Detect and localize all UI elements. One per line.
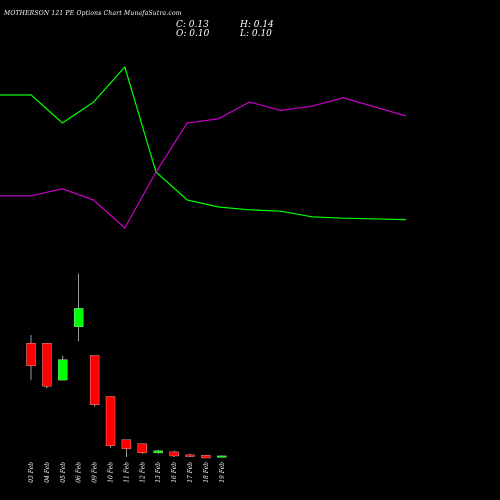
x-tick-label: 11 Feb xyxy=(123,462,130,483)
x-tick-label: 12 Feb xyxy=(139,462,146,483)
candle-body xyxy=(26,343,36,366)
candle-body xyxy=(89,355,100,405)
candle-body xyxy=(201,455,211,459)
high-value: H: 0.14 xyxy=(240,20,274,30)
x-tick-label: 05 Feb xyxy=(60,462,67,483)
x-tick-label: 18 Feb xyxy=(203,462,210,483)
x-tick-label: 03 Feb xyxy=(28,462,35,483)
low-value: L: 0.10 xyxy=(240,29,272,39)
x-tick-label: 17 Feb xyxy=(187,462,194,483)
candle-body xyxy=(137,443,147,453)
x-tick-label: 19 Feb xyxy=(219,462,226,483)
candle-body xyxy=(185,454,195,457)
x-axis-labels: 03 Feb 04 Feb 05 Feb 06 Feb 09 Feb 10 Feb 11 F… xyxy=(28,462,226,483)
candle-body xyxy=(42,343,52,387)
chart-title: MOTHERSON 121 PE Options Chart MunafaSut… xyxy=(4,10,182,17)
indicator-lines xyxy=(0,65,407,229)
indicator-series-line-2 xyxy=(0,97,407,229)
x-tick-label: 10 Feb xyxy=(108,462,115,483)
close-value: C: 0.13 xyxy=(176,20,209,30)
candle-body xyxy=(74,308,84,327)
x-tick-label: 09 Feb xyxy=(92,462,99,483)
indicator-series-line-1 xyxy=(0,65,407,221)
candlesticks xyxy=(26,273,227,459)
candle-body xyxy=(121,439,132,449)
x-tick-label: 16 Feb xyxy=(171,462,178,483)
candle-body xyxy=(153,450,163,454)
candle-body xyxy=(105,396,116,446)
candle-body xyxy=(169,451,179,457)
x-tick-label: 04 Feb xyxy=(44,462,51,483)
candle-body xyxy=(58,359,68,381)
x-tick-label: 06 Feb xyxy=(76,462,83,483)
x-tick-label: 13 Feb xyxy=(155,462,162,483)
open-value: O: 0.10 xyxy=(176,29,210,39)
candle-body xyxy=(217,455,227,458)
